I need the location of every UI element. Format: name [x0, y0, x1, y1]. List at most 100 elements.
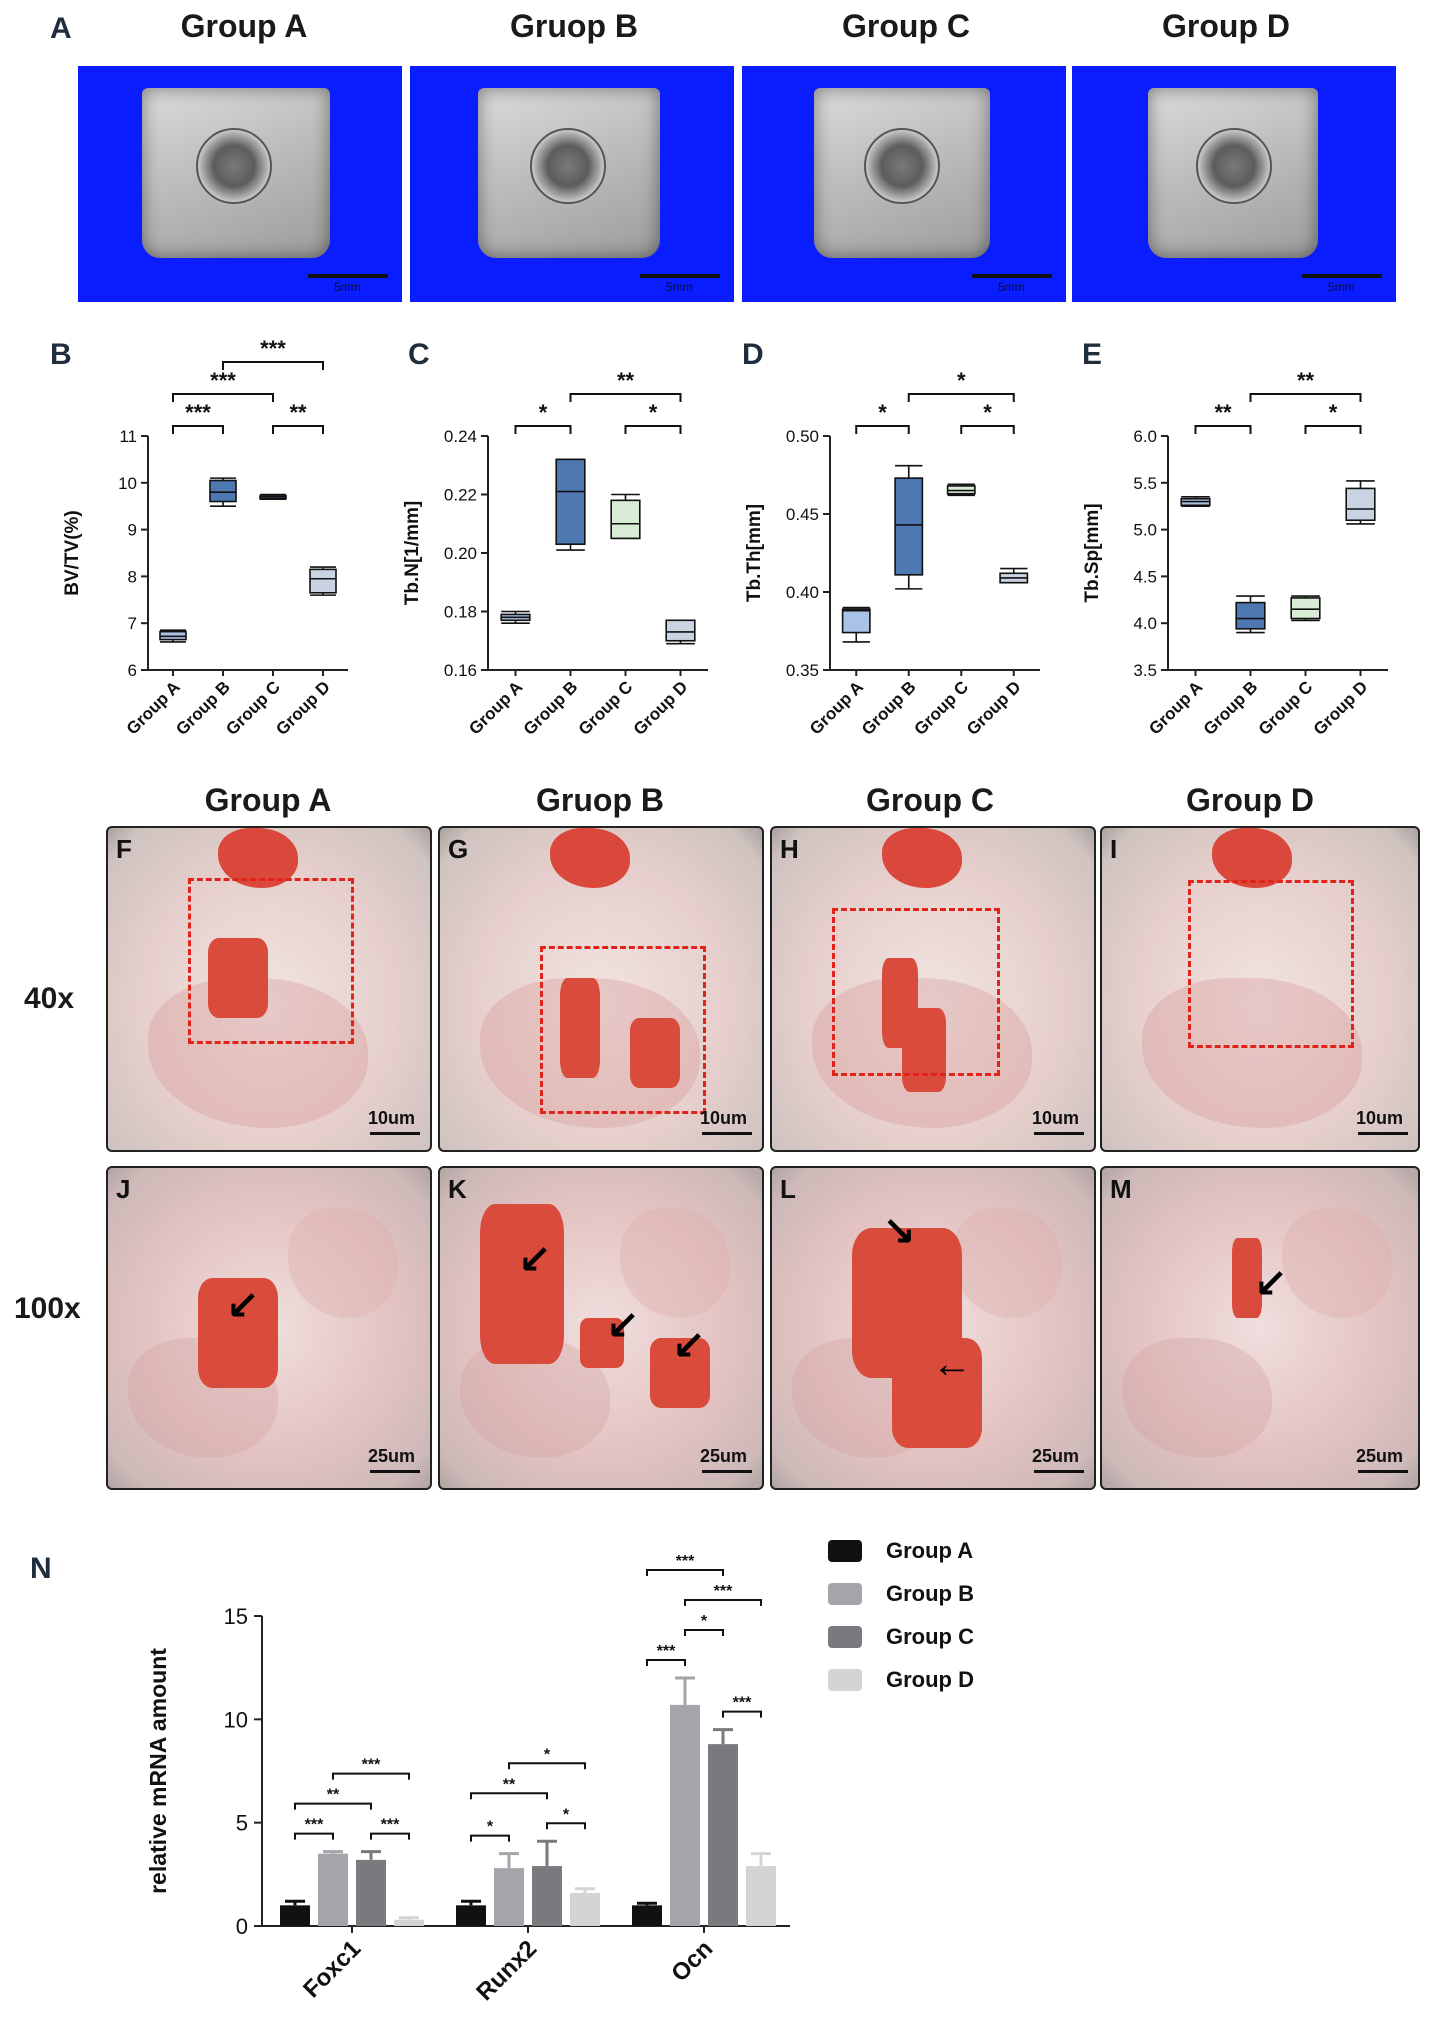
significance-bracket [222, 361, 324, 370]
arrow-icon: ↙ [672, 1324, 706, 1368]
bone-fragment [580, 1318, 624, 1368]
x-tick-label: Ocn [666, 1935, 718, 1987]
panel-letter: E [1082, 338, 1102, 371]
histology-40x-image: I 10um [1100, 826, 1420, 1152]
x-tick-label: Group D [272, 677, 334, 739]
panel-letter: M [1110, 1174, 1132, 1204]
panel-letter: L [780, 1174, 796, 1204]
significance-label: ** [289, 400, 307, 425]
x-tick-label: Group C [911, 677, 973, 739]
bone-fragment [198, 1278, 278, 1388]
bar [570, 1892, 600, 1926]
x-tick-label: Group A [465, 677, 526, 738]
region-of-interest-box [1188, 880, 1354, 1048]
significance-bracket [172, 425, 224, 434]
significance-label: *** [185, 400, 211, 425]
microct-image: 5mm [410, 66, 734, 302]
microct-defect [530, 128, 606, 204]
tissue-region [1142, 978, 1362, 1128]
y-tick-label: 7 [128, 614, 137, 633]
significance-label: ** [503, 1776, 516, 1793]
scale-bar [308, 274, 388, 278]
panel-a-group-c-title: Group C [842, 8, 970, 44]
bar-chart-group: N 0 5 10 15 relative mRNA amount Foxc1 Runx2 Ocn… [30, 1538, 974, 2006]
significance-label: *** [362, 1757, 381, 1774]
scale-bar [640, 274, 720, 278]
microct-image: 5mm [742, 66, 1066, 302]
y-axis-label: BV/TV(%) [62, 510, 83, 596]
significance-bracket [646, 1569, 724, 1576]
y-tick-label: 0.45 [786, 505, 819, 524]
arrow-icon: ↙ [226, 1284, 260, 1328]
bar [318, 1853, 348, 1926]
x-tick-label: Group B [858, 677, 920, 739]
histology-group-b-title: Gruop B [536, 782, 664, 818]
significance-label: ** [1297, 368, 1315, 393]
tissue-region [952, 1208, 1062, 1318]
scale-bar [370, 1132, 420, 1135]
significance-bracket [684, 1599, 762, 1606]
significance-bracket [272, 425, 324, 434]
scale-bar [972, 274, 1052, 278]
x-tick-label: Group A [123, 677, 184, 738]
y-axis-label: Tb.N[1/mm] [402, 501, 423, 606]
significance-label: * [487, 1819, 494, 1836]
scale-label: 25um [700, 1446, 748, 1466]
significance-label: *** [210, 368, 236, 393]
x-tick-label: Runx2 [471, 1935, 542, 2006]
scale-label: 10um [1032, 1108, 1080, 1128]
y-tick-label: 15 [224, 1604, 248, 1629]
legend-swatch [828, 1626, 862, 1648]
tissue-region [288, 1208, 398, 1318]
tissue-region [1122, 1338, 1272, 1458]
box [309, 568, 337, 594]
bar [494, 1868, 524, 1926]
significance-bracket [546, 1822, 586, 1830]
scale-bar [1358, 1470, 1408, 1473]
y-axis-label: Tb.Sp[mm] [1082, 503, 1103, 602]
magnification-40x-label: 40x [24, 982, 75, 1015]
box [1235, 601, 1266, 630]
arrow-icon: ↘ [882, 1210, 916, 1254]
tissue-region [1282, 1208, 1392, 1318]
x-tick-label: Foxc1 [298, 1935, 366, 2003]
x-tick-label: Group C [222, 677, 284, 739]
panel-a-group-a-title: Group A [180, 8, 308, 44]
legend-swatch [828, 1540, 862, 1562]
scale-label: 5mm [666, 280, 693, 294]
bar [356, 1859, 386, 1926]
microct-defect [196, 128, 272, 204]
x-tick-label: Group D [963, 677, 1025, 739]
region-of-interest-box [188, 878, 354, 1044]
y-axis-label: relative mRNA amount [145, 1648, 171, 1894]
significance-label: *** [714, 1583, 733, 1600]
arrow-icon: ↙ [1254, 1262, 1288, 1306]
x-tick-label: Group B [520, 677, 582, 739]
panel-letter: B [50, 338, 72, 371]
bar [394, 1919, 424, 1926]
y-tick-label: 0.40 [786, 583, 819, 602]
y-tick-label: 8 [128, 567, 137, 586]
panel-letter: C [408, 338, 430, 371]
region-of-interest-box [832, 908, 1000, 1076]
region-of-interest-box [540, 946, 706, 1114]
significance-label: *** [676, 1553, 695, 1570]
panel-letter: F [116, 834, 132, 864]
significance-label: * [701, 1613, 708, 1630]
y-tick-label: 6 [128, 661, 137, 680]
arrow-icon: ↙ [606, 1304, 640, 1348]
panel-a-letter: A [50, 12, 72, 45]
mrna-bar-chart: N 0 5 10 15 relative mRNA amount Foxc1 Runx2 Ocn… [30, 1538, 974, 2006]
legend-swatch [828, 1669, 862, 1691]
panel-letter: J [116, 1174, 131, 1204]
x-tick-label: Group B [1200, 677, 1262, 739]
significance-bracket [508, 1762, 586, 1770]
histology-40x-image: G 10um [438, 826, 764, 1152]
y-tick-label: 4.5 [1133, 567, 1157, 586]
legend-label: Group D [886, 1667, 974, 1692]
bone-fragment [1232, 1238, 1262, 1318]
histology-group-a-title: Group A [204, 782, 332, 818]
panel-letter: K [448, 1174, 467, 1204]
x-tick-label: Group D [1310, 677, 1372, 739]
